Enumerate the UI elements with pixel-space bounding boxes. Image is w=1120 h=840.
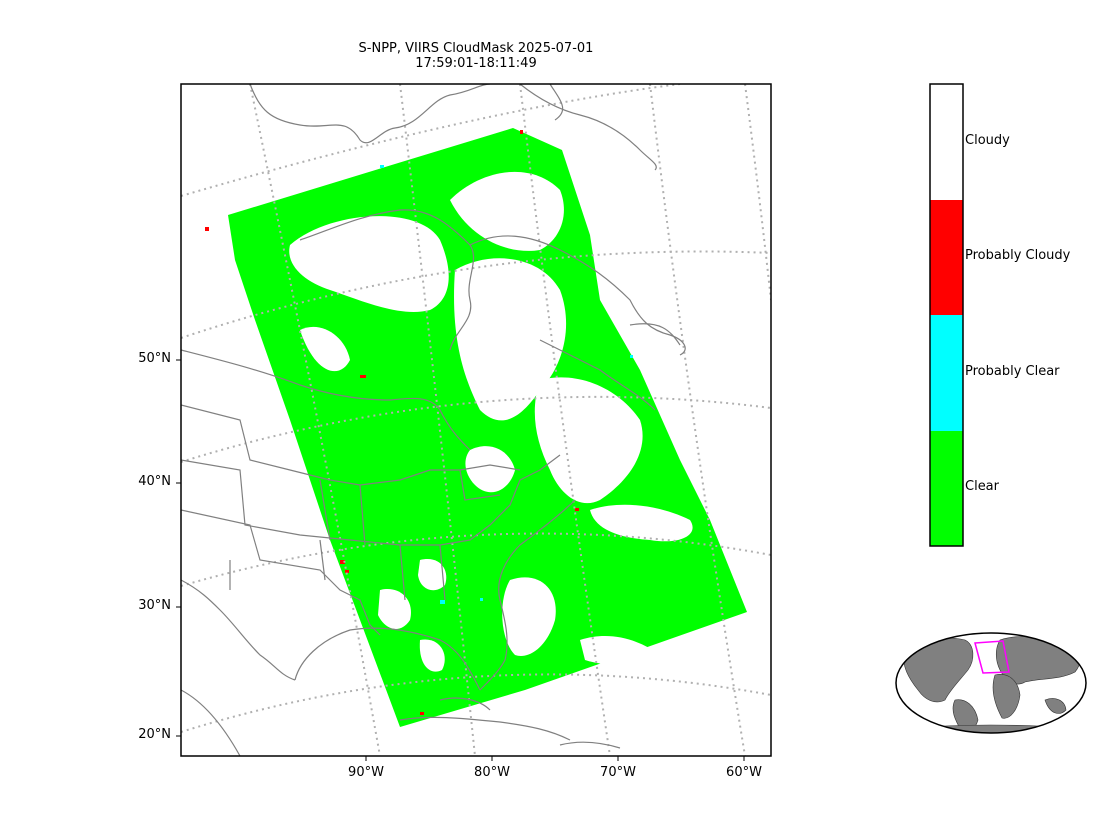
- inset-swath-outline: [974, 640, 1010, 674]
- legend-label-probably-clear: Probably Clear: [965, 364, 1060, 379]
- legend-colorbar: [929, 83, 964, 547]
- map-title-line2: 17:59:01-18:11:49: [415, 56, 537, 71]
- lat-label-20n: 20°N: [138, 727, 171, 742]
- lon-label-90w: 90°W: [348, 765, 384, 780]
- legend-label-cloudy: Cloudy: [965, 133, 1010, 148]
- inset-world-map: [895, 632, 1087, 734]
- legend-label-probably-cloudy: Probably Cloudy: [965, 248, 1071, 263]
- map-title-line1: S-NPP, VIIRS CloudMask 2025-07-01: [358, 41, 594, 56]
- lat-label-40n: 40°N: [138, 474, 171, 489]
- lat-label-50n: 50°N: [138, 351, 171, 366]
- lon-label-60w: 60°W: [726, 765, 762, 780]
- legend-swatch-cloudy: [930, 84, 963, 200]
- lon-label-80w: 80°W: [474, 765, 510, 780]
- cloud-regions: [289, 171, 693, 672]
- map-frame: [180, 83, 772, 757]
- legend-swatch-probably-cloudy: [930, 200, 963, 315]
- coastlines: [181, 84, 686, 756]
- axis-ticks: [176, 359, 745, 761]
- lat-label-30n: 30°N: [138, 598, 171, 613]
- graticule: [181, 84, 771, 756]
- cloud-mask-speckles: [205, 130, 633, 715]
- legend-swatch-clear: [930, 431, 963, 546]
- legend-swatch-probably-clear: [930, 315, 963, 431]
- legend-label-clear: Clear: [965, 479, 999, 494]
- lon-label-70w: 70°W: [600, 765, 636, 780]
